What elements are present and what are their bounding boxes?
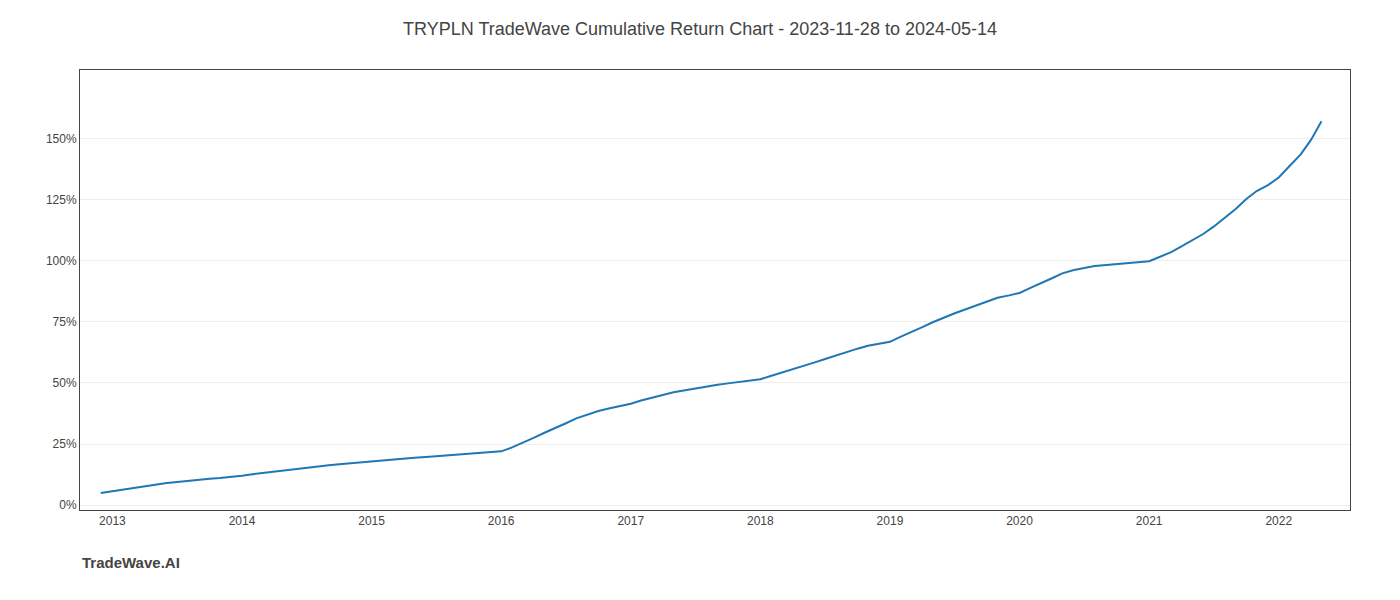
- svg-text:2019: 2019: [877, 514, 904, 528]
- svg-text:2015: 2015: [358, 514, 385, 528]
- svg-text:50%: 50%: [53, 376, 77, 390]
- svg-text:75%: 75%: [53, 315, 77, 329]
- svg-text:2020: 2020: [1006, 514, 1033, 528]
- svg-text:TradeWave.AI: TradeWave.AI: [82, 554, 180, 571]
- svg-text:TRYPLN TradeWave Cumulative Re: TRYPLN TradeWave Cumulative Return Chart…: [403, 19, 997, 39]
- svg-text:2017: 2017: [617, 514, 644, 528]
- svg-text:125%: 125%: [46, 193, 77, 207]
- svg-text:150%: 150%: [46, 132, 77, 146]
- svg-text:100%: 100%: [46, 254, 77, 268]
- svg-text:0%: 0%: [59, 498, 77, 512]
- svg-text:2018: 2018: [747, 514, 774, 528]
- svg-text:2022: 2022: [1265, 514, 1292, 528]
- svg-text:2021: 2021: [1136, 514, 1163, 528]
- svg-text:2013: 2013: [99, 514, 126, 528]
- svg-text:2016: 2016: [488, 514, 515, 528]
- svg-text:25%: 25%: [53, 437, 77, 451]
- svg-text:2014: 2014: [229, 514, 256, 528]
